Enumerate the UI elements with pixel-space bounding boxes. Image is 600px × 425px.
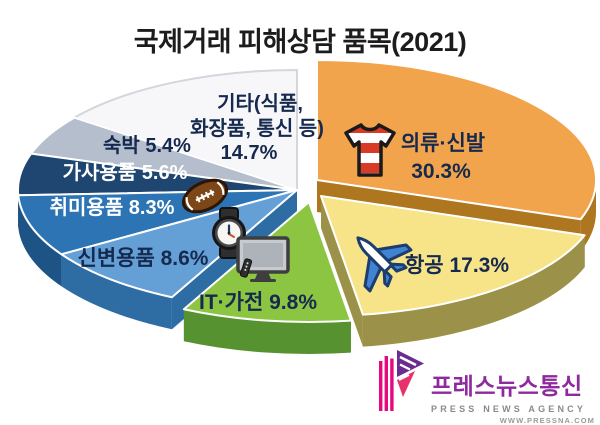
slice-label-others: 화장품, 통신 등) bbox=[190, 117, 324, 140]
slice-label-personal-items: 신변용품 8.6% bbox=[78, 247, 209, 270]
slice-label-clothing-shoes: 의류·신발 bbox=[401, 132, 485, 155]
press-agency-logo-icon bbox=[377, 347, 427, 415]
logo-text-block: 프레스뉴스통신 PRESS NEWS AGENCY WWW.PRESSNA.CO… bbox=[431, 367, 595, 425]
logo-korean-name: 프레스뉴스통신 bbox=[431, 367, 595, 401]
slice-label-others: 14.7% bbox=[221, 142, 278, 164]
slice-label-it-appliances: IT·가전 9.8% bbox=[199, 291, 317, 314]
logo-english-name: PRESS NEWS AGENCY bbox=[431, 404, 595, 414]
slice-label-lodging: 숙박 5.4% bbox=[103, 134, 191, 157]
slice-label-hobby-items: 취미용품 8.3% bbox=[50, 196, 175, 219]
slice-label-others: 기타(식품, bbox=[217, 92, 303, 115]
slice-label-household-items: 가사용품 5.6% bbox=[63, 161, 188, 184]
slice-label-clothing-shoes: 30.3% bbox=[411, 160, 471, 183]
press-agency-logo: 프레스뉴스통신 PRESS NEWS AGENCY WWW.PRESSNA.CO… bbox=[377, 347, 595, 419]
slice-label-aviation: 항공 17.3% bbox=[405, 253, 509, 277]
